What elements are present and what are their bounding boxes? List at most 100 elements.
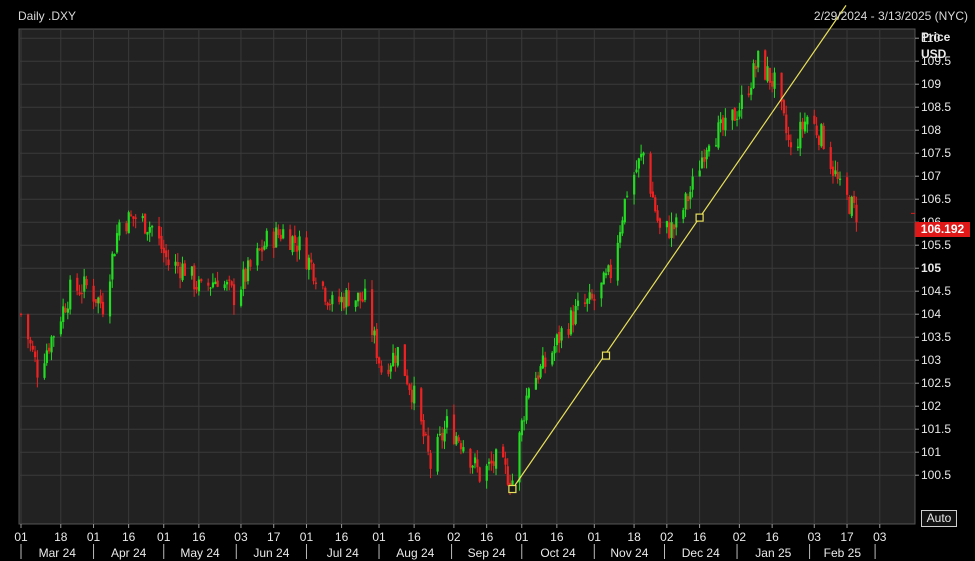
candle-up (731, 109, 734, 121)
y-tick-label: 108.5 (921, 100, 951, 114)
trendline-handle[interactable] (695, 213, 704, 222)
plot-area[interactable] (18, 28, 916, 525)
candle-up (307, 257, 311, 270)
candle-down (85, 279, 88, 286)
candle-down (244, 268, 247, 282)
price-axis-title: Price (921, 30, 951, 44)
candle-up (471, 465, 474, 468)
candle-up (605, 273, 608, 276)
candle-up (443, 428, 446, 442)
candle-down (509, 482, 512, 487)
candle-up (569, 310, 573, 335)
candle-down (408, 384, 411, 391)
candle-down (686, 196, 690, 202)
candle-up (275, 227, 278, 248)
candle-up (113, 254, 116, 257)
candle-down (829, 147, 832, 170)
y-tick-label: 107 (921, 169, 941, 183)
y-tick-label: 102.5 (921, 376, 951, 390)
candle-down (312, 263, 315, 282)
candle-down (165, 250, 168, 258)
candle-up (511, 480, 514, 487)
candle-up (752, 63, 755, 89)
candle-down (420, 388, 423, 422)
candle-up (291, 236, 294, 253)
candle-up (539, 366, 542, 378)
month-label: Oct 24 (540, 546, 576, 560)
trendline[interactable] (514, 5, 847, 486)
candle-down (583, 302, 587, 304)
candle-up (473, 457, 477, 464)
candle-down (258, 248, 261, 250)
candle-down (771, 81, 774, 87)
candle-down (403, 344, 406, 376)
candle-up (345, 290, 348, 308)
trendline-handle[interactable] (601, 351, 611, 360)
candle-down (590, 293, 594, 299)
candle-down (504, 458, 507, 465)
candle-down (193, 265, 196, 290)
x-tick-label: 16 (407, 530, 421, 544)
candle-down (764, 50, 767, 80)
candle-down (228, 279, 231, 281)
candle-down (848, 196, 851, 214)
candle-down (48, 347, 51, 352)
candle-down (176, 262, 179, 267)
candle-down (733, 108, 736, 121)
candle-up (455, 435, 458, 445)
candle-down (328, 303, 332, 306)
candle-up (148, 227, 151, 233)
y-tick-label: 109.5 (921, 54, 951, 68)
candle-up (43, 363, 46, 378)
candle-down (544, 357, 547, 367)
candle-up (717, 122, 720, 148)
candle-down (780, 72, 783, 102)
candle-down (406, 375, 409, 385)
candle-down (64, 307, 67, 313)
unit-label: USD (921, 47, 947, 61)
candle-up (389, 365, 392, 372)
candle-up (714, 145, 718, 147)
candle-down (36, 359, 39, 378)
candle-up (796, 146, 800, 149)
candle-up (396, 347, 399, 366)
date-range: 2/29/2024 - 3/13/2025 (NYC) (813, 9, 968, 23)
candle-up (574, 306, 577, 324)
month-label: Jun 24 (253, 546, 289, 560)
candle-down (754, 65, 757, 70)
candle-up (541, 355, 545, 369)
candle-down (76, 277, 79, 291)
candle-down (31, 345, 34, 350)
candle-down (429, 453, 432, 469)
candle-up (52, 336, 55, 338)
candle-down (361, 299, 364, 302)
candle-up (665, 221, 669, 228)
candle-up (488, 461, 491, 464)
candle-up (682, 210, 685, 219)
candle-down (249, 260, 252, 267)
candle-down (668, 222, 671, 238)
month-label: Aug 24 (396, 546, 434, 560)
candle-up (773, 72, 776, 89)
trendline-handle[interactable] (508, 484, 517, 494)
month-label: Apr 24 (111, 546, 147, 560)
x-tick-label: 02 (660, 530, 674, 544)
candle-up (373, 330, 376, 336)
candle-down (29, 339, 32, 344)
x-tick-label: 17 (267, 530, 281, 544)
candle-up (803, 121, 807, 132)
candle-up (190, 266, 194, 276)
candle-down (567, 328, 570, 335)
candle-down (310, 259, 313, 263)
candle-down (747, 93, 750, 96)
candle-down (722, 117, 725, 130)
candle-up (115, 233, 119, 253)
month-label: Dec 24 (682, 546, 720, 560)
candle-up (265, 230, 268, 247)
candle-down (703, 157, 706, 162)
auto-scale-button[interactable]: Auto (921, 510, 957, 527)
candle-down (129, 214, 133, 216)
candle-down (195, 287, 198, 290)
candle-down (338, 296, 341, 302)
